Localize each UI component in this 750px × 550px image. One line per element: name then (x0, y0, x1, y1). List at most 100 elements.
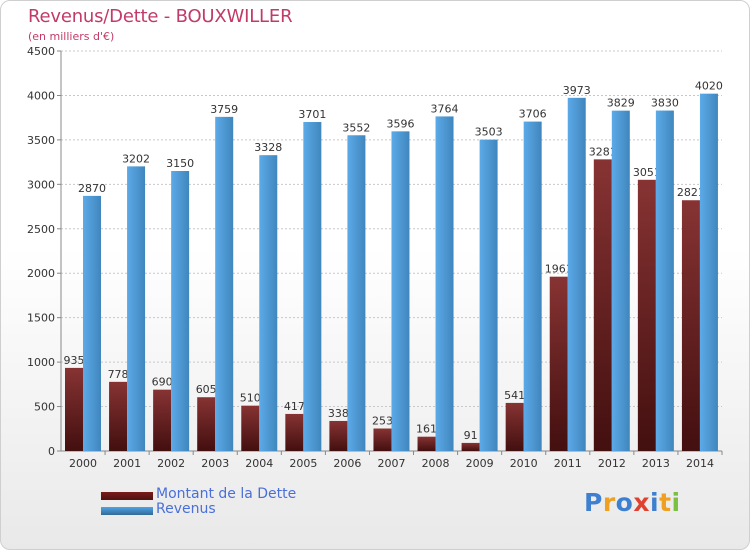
bar-revenus (259, 155, 278, 451)
bar-dette (241, 405, 260, 451)
bar-dette (285, 413, 304, 451)
data-label-revenus: 3150 (166, 157, 194, 170)
proxiti-logo: Proxiti (584, 488, 681, 517)
x-tick-label: 2011 (554, 457, 582, 470)
y-tick-label: 1500 (27, 312, 55, 325)
bar-revenus (83, 195, 101, 451)
data-label-dette: 1961 (545, 263, 573, 276)
chart-subtitle: (en milliers d'€) (28, 30, 115, 43)
bar-revenus (347, 135, 366, 451)
x-tick-label: 2005 (289, 457, 317, 470)
data-label-revenus: 3706 (519, 108, 547, 121)
bar-revenus (699, 93, 718, 452)
x-tick-label: 2012 (598, 457, 626, 470)
x-tick-label: 2007 (378, 457, 406, 470)
bar-revenus (611, 110, 630, 452)
x-tick-label: 2004 (245, 457, 273, 470)
logo-letter: r (602, 488, 616, 517)
data-label-revenus: 3202 (122, 152, 150, 165)
y-tick-label: 1000 (27, 356, 55, 369)
bar-revenus (127, 166, 146, 451)
bar-revenus (523, 121, 542, 452)
bar-revenus (303, 122, 322, 452)
bar-dette (637, 179, 656, 452)
x-tick-label: 2008 (422, 457, 450, 470)
data-label-dette: 605 (196, 383, 217, 396)
data-label-revenus: 3973 (563, 84, 591, 97)
data-label-revenus: 3830 (651, 97, 679, 110)
y-tick-label: 2000 (27, 267, 55, 280)
bar-dette (549, 276, 568, 451)
logo-letter: o (615, 488, 634, 517)
data-label-dette: 161 (416, 423, 437, 436)
legend-swatch-dette (101, 492, 153, 500)
bar-dette (153, 389, 172, 451)
data-label-revenus: 3328 (254, 141, 282, 154)
data-label-dette: 338 (328, 407, 349, 420)
data-label-revenus: 2870 (78, 182, 106, 195)
data-label-revenus: 3503 (475, 126, 503, 139)
data-label-dette: 778 (108, 368, 129, 381)
chart-title: Revenus/Dette - BOUXWILLER (28, 6, 293, 27)
legend-label-revenus: Revenus (156, 501, 216, 517)
bar-revenus (655, 110, 674, 452)
logo-letter: i (671, 488, 681, 517)
data-label-revenus: 3764 (431, 102, 459, 115)
x-tick-label: 2001 (113, 457, 141, 470)
x-tick-label: 2014 (686, 457, 714, 470)
data-label-revenus: 3701 (298, 108, 326, 121)
bar-dette (197, 397, 216, 451)
data-label-dette: 417 (284, 400, 305, 413)
data-label-revenus: 3829 (607, 97, 635, 110)
data-label-dette: 2821 (677, 186, 705, 199)
bar-dette (65, 367, 83, 451)
bar-revenus (215, 116, 234, 451)
y-tick-label: 0 (48, 445, 55, 458)
data-label-dette: 253 (372, 415, 393, 428)
bar-dette (505, 402, 524, 451)
data-label-dette: 3281 (589, 145, 617, 158)
logo-letter: x (633, 488, 650, 517)
bar-dette (681, 200, 700, 451)
data-label-dette: 935 (64, 354, 85, 367)
legend-label-dette: Montant de la Dette (156, 486, 297, 502)
bar-revenus (391, 131, 410, 451)
x-tick-label: 2009 (466, 457, 494, 470)
y-tick-label: 3500 (27, 134, 55, 147)
bar-dette (593, 159, 612, 451)
data-label-revenus: 3759 (210, 103, 238, 116)
data-label-dette: 3051 (633, 166, 661, 179)
data-label-dette: 541 (504, 389, 525, 402)
data-label-revenus: 3596 (386, 117, 414, 130)
y-tick-label: 500 (34, 401, 55, 414)
logo-letter: i (650, 488, 660, 517)
bar-dette (417, 436, 436, 451)
bar-revenus (479, 139, 498, 451)
bar-dette (373, 428, 392, 451)
x-tick-label: 2003 (201, 457, 229, 470)
x-tick-label: 2013 (642, 457, 670, 470)
legend-swatch-revenus (101, 507, 153, 515)
data-label-dette: 510 (240, 392, 261, 405)
y-tick-label: 2500 (27, 223, 55, 236)
bar-dette (109, 381, 128, 451)
data-label-revenus: 4020 (695, 80, 723, 93)
data-label-dette: 91 (464, 429, 478, 442)
x-tick-label: 2010 (510, 457, 538, 470)
y-tick-label: 3000 (27, 178, 55, 191)
data-label-dette: 690 (152, 376, 173, 389)
logo-letter: P (584, 488, 603, 517)
logo-letter: t (659, 488, 672, 517)
bar-revenus (435, 116, 454, 451)
x-tick-label: 2006 (333, 457, 361, 470)
bar-revenus (567, 97, 586, 451)
bar-revenus (171, 171, 190, 451)
x-tick-label: 2002 (157, 457, 185, 470)
x-tick-label: 2000 (69, 457, 97, 470)
y-tick-label: 4500 (27, 45, 55, 58)
y-tick-label: 4000 (27, 89, 55, 102)
data-label-revenus: 3552 (342, 121, 370, 134)
bar-dette (329, 420, 348, 451)
